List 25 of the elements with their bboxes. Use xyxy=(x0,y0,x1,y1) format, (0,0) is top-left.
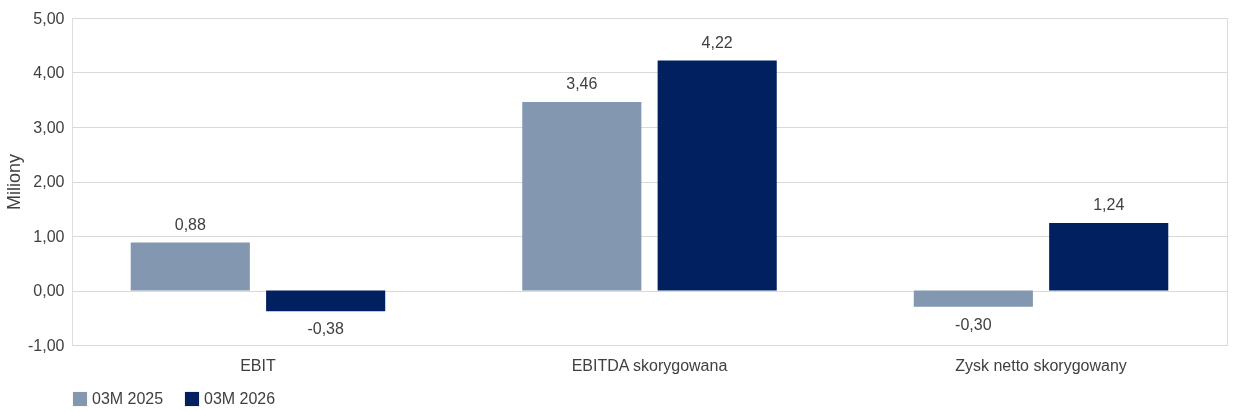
bar xyxy=(130,242,250,291)
y-tick-label: 0,00 xyxy=(33,282,65,299)
y-axis-title: Miliony xyxy=(4,153,25,211)
legend-label: 03M 2025 xyxy=(92,390,164,407)
y-tick-label: 2,00 xyxy=(33,173,65,190)
bar xyxy=(522,101,642,291)
x-tick-label: EBIT xyxy=(240,356,276,374)
bar xyxy=(913,290,1033,307)
data-label: 1,24 xyxy=(1093,195,1125,213)
bar xyxy=(1049,222,1169,291)
bar xyxy=(266,290,386,312)
data-label: -0,30 xyxy=(955,315,992,333)
legend-label: 03M 2026 xyxy=(204,390,276,407)
y-tick-label: 4,00 xyxy=(33,64,65,81)
y-tick-label: 5,00 xyxy=(33,9,65,27)
data-label: 3,46 xyxy=(566,74,598,92)
bar xyxy=(657,60,777,291)
data-label: 4,22 xyxy=(701,33,733,51)
x-tick-label: EBITDA skorygowana xyxy=(571,356,728,374)
y-tick-label: 3,00 xyxy=(33,118,65,136)
y-tick-label: -1,00 xyxy=(28,336,65,354)
data-label: 0,88 xyxy=(174,215,206,233)
data-label: -0,38 xyxy=(307,320,344,338)
x-tick-label: Zysk netto skorygowany xyxy=(955,356,1127,374)
y-tick-label: 1,00 xyxy=(33,227,65,245)
